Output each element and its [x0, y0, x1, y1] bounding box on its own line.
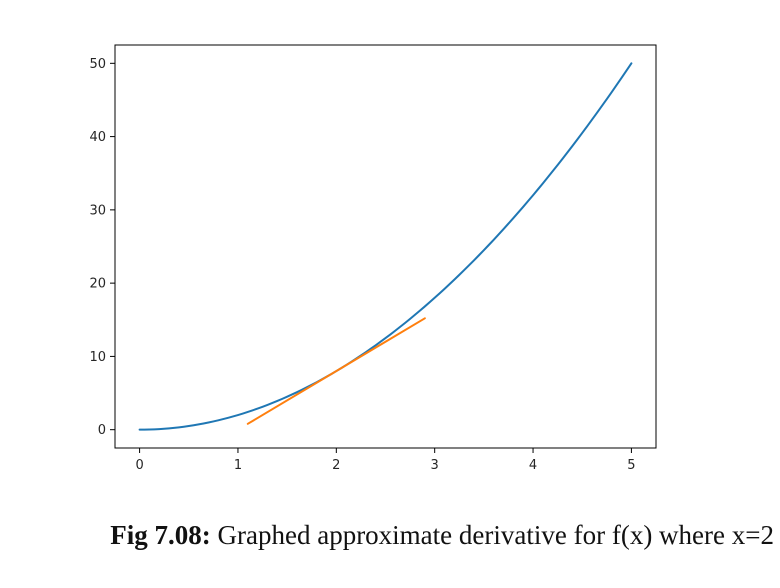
caption-text: Graphed approximate derivative for f(x) … [210, 520, 775, 550]
caption-label: Fig 7.08: [110, 520, 211, 550]
x-tick-label: 0 [135, 458, 143, 473]
y-tick-label: 20 [89, 277, 106, 292]
y-tick-label: 50 [89, 57, 106, 72]
series-line-tangent [246, 317, 426, 425]
x-tick-label: 3 [431, 458, 439, 473]
y-tick-label: 0 [98, 423, 106, 438]
x-tick-label: 5 [627, 458, 635, 473]
plot-area [115, 45, 656, 448]
y-tick-label: 10 [89, 350, 106, 365]
figure-caption: Fig 7.08: Graphed approximate derivative… [0, 520, 780, 551]
series-line-curve [138, 62, 633, 431]
x-tick-label: 2 [332, 458, 340, 473]
plot-frame [114, 44, 657, 449]
x-tick-label: 1 [234, 458, 242, 473]
y-tick-label: 40 [89, 130, 106, 145]
figure: 0 1 2 3 4 5 0 10 20 30 40 50 [89, 44, 657, 473]
series-layer [138, 62, 633, 431]
x-tick-label: 4 [529, 458, 537, 473]
y-tick-label: 30 [89, 203, 106, 218]
